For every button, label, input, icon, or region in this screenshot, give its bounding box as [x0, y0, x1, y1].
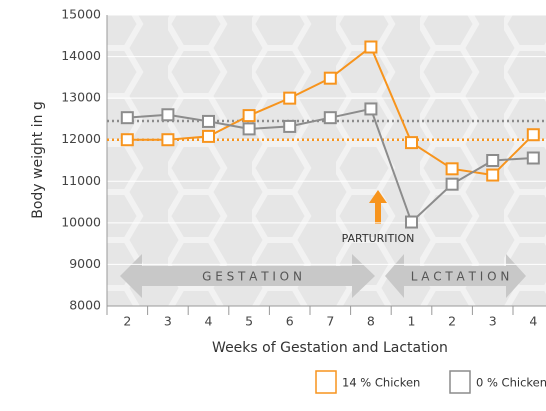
data-point [202, 114, 215, 128]
parturition-label: PARTURITION [342, 232, 415, 245]
data-point [405, 136, 418, 150]
y-tick-label: 11000 [61, 173, 101, 188]
legend-label: 0 % Chicken [476, 376, 546, 390]
x-tick-label: 1 [408, 314, 416, 329]
data-point [120, 133, 134, 147]
x-tick-label: 3 [489, 314, 497, 329]
x-tick-label: 2 [448, 314, 456, 329]
y-axis-label: Body weight in g [30, 101, 46, 219]
data-point [283, 91, 297, 105]
plot-pattern [107, 15, 546, 306]
x-axis-label: Weeks of Gestation and Lactation [212, 340, 448, 356]
data-point [283, 119, 297, 133]
x-tick-label: 8 [367, 314, 375, 329]
x-tick-label: 6 [286, 314, 294, 329]
data-point [323, 111, 337, 125]
x-tick-label: 2 [123, 314, 131, 329]
data-point [323, 71, 337, 85]
legend-swatch [449, 370, 471, 394]
data-point [202, 129, 215, 143]
y-tick-label: 9000 [69, 256, 101, 271]
y-tick-label: 15000 [61, 7, 101, 22]
data-point [486, 154, 500, 167]
x-tick-label: 3 [164, 314, 172, 329]
y-tick-label: 8000 [69, 298, 101, 313]
x-tick-label: 4 [529, 314, 537, 329]
lactation-label: L A C T A T I O N [411, 270, 510, 284]
data-point [120, 111, 134, 125]
y-tick-label: 12000 [61, 131, 101, 146]
data-point [242, 122, 256, 136]
lactation-arrow [385, 254, 526, 298]
data-point [242, 109, 256, 123]
x-tick-label: 7 [326, 314, 334, 329]
y-tick-label: 10000 [61, 214, 101, 229]
data-point [445, 177, 459, 191]
data-point [486, 168, 500, 182]
x-tick-label: 5 [245, 314, 253, 329]
gestation-label: G E S T A T I O N [202, 270, 302, 284]
data-point [526, 128, 540, 142]
data-point [161, 108, 175, 122]
data-point [526, 151, 540, 165]
legend-label: 14 % Chicken [342, 376, 420, 390]
data-point [364, 102, 378, 116]
x-tick-label: 4 [205, 314, 213, 329]
gestation-arrow [120, 254, 375, 298]
data-point [445, 162, 459, 176]
y-tick-label: 13000 [61, 90, 101, 105]
data-point [364, 40, 378, 54]
data-point [405, 215, 418, 229]
parturition-arrow [369, 190, 387, 224]
data-point [161, 133, 175, 147]
legend-swatch [315, 370, 337, 394]
y-tick-label: 14000 [61, 48, 101, 63]
